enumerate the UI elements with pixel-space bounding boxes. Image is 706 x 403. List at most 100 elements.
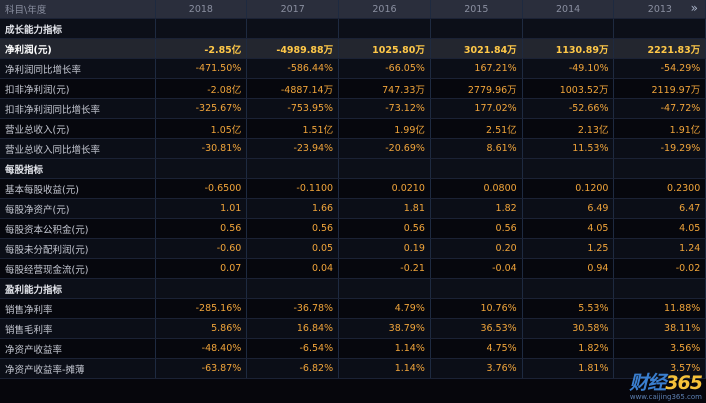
value-cell: -36.78% xyxy=(246,298,340,319)
value-cell: -19.29% xyxy=(613,138,706,159)
section-filler-cell xyxy=(155,158,248,179)
value-cell: 1.81 xyxy=(338,198,431,219)
year-header[interactable]: 2014 xyxy=(522,0,615,19)
table-row[interactable]: 营业总收入同比增长率 -30.81% -23.94% -20.69% 8.61% 11.5… xyxy=(0,138,706,159)
value-cell: -6.54% xyxy=(246,338,340,359)
section-header-row: 盈利能力指标 xyxy=(0,278,706,299)
value-cell: 0.56 xyxy=(430,218,523,239)
table-row[interactable]: 销售毛利率 5.86% 16.84% 38.79% 36.53% 30.58% 38.11% xyxy=(0,318,706,339)
watermark-logo: 财经365 www.caijing365.com xyxy=(629,372,703,401)
value-cell: 11.88% xyxy=(613,298,706,319)
financial-indicators-table: 科目\年度 2018 2017 2016 2015 2014 2013 成长能力… xyxy=(0,0,706,379)
double-chevron-right-icon[interactable]: » xyxy=(690,1,698,15)
value-cell: 1.66 xyxy=(246,198,340,219)
value-cell: 1.05亿 xyxy=(155,118,248,139)
value-cell: 4.05 xyxy=(522,218,615,239)
value-cell: 0.1200 xyxy=(522,178,615,199)
watermark-brand-a: 财经 xyxy=(629,372,666,394)
table-row[interactable]: 扣非净利润同比增长率 -325.67% -753.95% -73.12% 177.02%… xyxy=(0,98,706,119)
value-cell: 0.0210 xyxy=(338,178,431,199)
value-cell: 1130.89万 xyxy=(522,38,615,59)
row-label: 净资产收益率 xyxy=(0,338,156,359)
value-cell: 0.56 xyxy=(246,218,340,239)
table-row[interactable]: 销售净利率 -285.16% -36.78% 4.79% 10.76% 5.53% 11.8… xyxy=(0,298,706,319)
value-cell: 3.76% xyxy=(430,358,523,379)
table-row[interactable]: 营业总收入(元) 1.05亿 1.51亿 1.99亿 2.51亿 2.13亿 1.91亿 xyxy=(0,118,706,139)
value-cell: 1.99亿 xyxy=(338,118,431,139)
value-cell: -54.29% xyxy=(613,58,706,79)
year-header[interactable]: 2017 xyxy=(246,0,340,19)
row-label: 营业总收入(元) xyxy=(0,118,156,139)
value-cell: -4887.14万 xyxy=(246,78,340,99)
table-row[interactable]: 每股净资产(元) 1.01 1.66 1.81 1.82 6.49 6.47 xyxy=(0,198,706,219)
table-row[interactable]: 净资产收益率-摊薄 -63.87% -6.82% 1.14% 3.76% 1.81% 3.5… xyxy=(0,358,706,379)
section-title: 成长能力指标 xyxy=(0,18,156,39)
table-row[interactable]: 每股资本公积金(元) 0.56 0.56 0.56 0.56 4.05 4.05 xyxy=(0,218,706,239)
value-cell: -52.66% xyxy=(522,98,615,119)
table-row[interactable]: 净资产收益率 -48.40% -6.54% 1.14% 4.75% 1.82% 3.56% xyxy=(0,338,706,359)
value-cell: -0.6500 xyxy=(155,178,248,199)
table-row[interactable]: 每股经营现金流(元) 0.07 0.04 -0.21 -0.04 0.94 -0.02 xyxy=(0,258,706,279)
year-header[interactable]: 2013 xyxy=(613,0,706,19)
year-header[interactable]: 2015 xyxy=(430,0,523,19)
watermark-url: www.caijing365.com xyxy=(629,393,702,401)
value-cell: 5.53% xyxy=(522,298,615,319)
row-label: 净资产收益率-摊薄 xyxy=(0,358,156,379)
value-cell: -586.44% xyxy=(246,58,340,79)
section-filler-cell xyxy=(155,18,248,39)
row-label: 净利润同比增长率 xyxy=(0,58,156,79)
value-cell: 177.02% xyxy=(430,98,523,119)
table-row[interactable]: 每股未分配利润(元) -0.60 0.05 0.19 0.20 1.25 1.24 xyxy=(0,238,706,259)
value-cell: 6.47 xyxy=(613,198,706,219)
table-row[interactable]: 净利润(元) -2.85亿 -4989.88万 1025.80万 3021.84万 113… xyxy=(0,38,706,59)
table-row[interactable]: 净利润同比增长率 -471.50% -586.44% -66.05% 167.21% -4… xyxy=(0,58,706,79)
table-row[interactable]: 扣非净利润(元) -2.08亿 -4887.14万 747.33万 2779.96万 10… xyxy=(0,78,706,99)
value-cell: -23.94% xyxy=(246,138,340,159)
value-cell: 30.58% xyxy=(522,318,615,339)
year-header[interactable]: 2016 xyxy=(338,0,431,19)
section-filler-cell xyxy=(430,158,523,179)
value-cell: 1025.80万 xyxy=(338,38,431,59)
year-header[interactable]: 2018 xyxy=(155,0,248,19)
row-label: 基本每股收益(元) xyxy=(0,178,156,199)
value-cell: 0.04 xyxy=(246,258,340,279)
value-cell: 2.13亿 xyxy=(522,118,615,139)
value-cell: 1.82 xyxy=(430,198,523,219)
section-filler-cell xyxy=(246,158,340,179)
section-filler-cell xyxy=(338,278,431,299)
section-filler-cell xyxy=(613,18,706,39)
value-cell: 16.84% xyxy=(246,318,340,339)
value-cell: -753.95% xyxy=(246,98,340,119)
value-cell: 38.79% xyxy=(338,318,431,339)
row-label: 扣非净利润同比增长率 xyxy=(0,98,156,119)
value-cell: 1.82% xyxy=(522,338,615,359)
value-cell: 3021.84万 xyxy=(430,38,523,59)
value-cell: 1.24 xyxy=(613,238,706,259)
value-cell: 1.14% xyxy=(338,338,431,359)
value-cell: 2779.96万 xyxy=(430,78,523,99)
value-cell: -63.87% xyxy=(155,358,248,379)
value-cell: 2.51亿 xyxy=(430,118,523,139)
row-label: 每股资本公积金(元) xyxy=(0,218,156,239)
section-filler-cell xyxy=(246,18,340,39)
value-cell: -0.21 xyxy=(338,258,431,279)
value-cell: -48.40% xyxy=(155,338,248,359)
section-filler-cell xyxy=(613,158,706,179)
table-row[interactable]: 基本每股收益(元) -0.6500 -0.1100 0.0210 0.0800 0.120… xyxy=(0,178,706,199)
value-cell: -47.72% xyxy=(613,98,706,119)
section-filler-cell xyxy=(246,278,340,299)
value-cell: 0.19 xyxy=(338,238,431,259)
value-cell: -0.1100 xyxy=(246,178,340,199)
value-cell: 4.05 xyxy=(613,218,706,239)
value-cell: 1003.52万 xyxy=(522,78,615,99)
value-cell: 6.49 xyxy=(522,198,615,219)
section-filler-cell xyxy=(338,158,431,179)
value-cell: -2.85亿 xyxy=(155,38,248,59)
value-cell: 4.79% xyxy=(338,298,431,319)
value-cell: 38.11% xyxy=(613,318,706,339)
value-cell: -49.10% xyxy=(522,58,615,79)
value-cell: 747.33万 xyxy=(338,78,431,99)
value-cell: -0.04 xyxy=(430,258,523,279)
value-cell: 1.01 xyxy=(155,198,248,219)
section-filler-cell xyxy=(430,18,523,39)
